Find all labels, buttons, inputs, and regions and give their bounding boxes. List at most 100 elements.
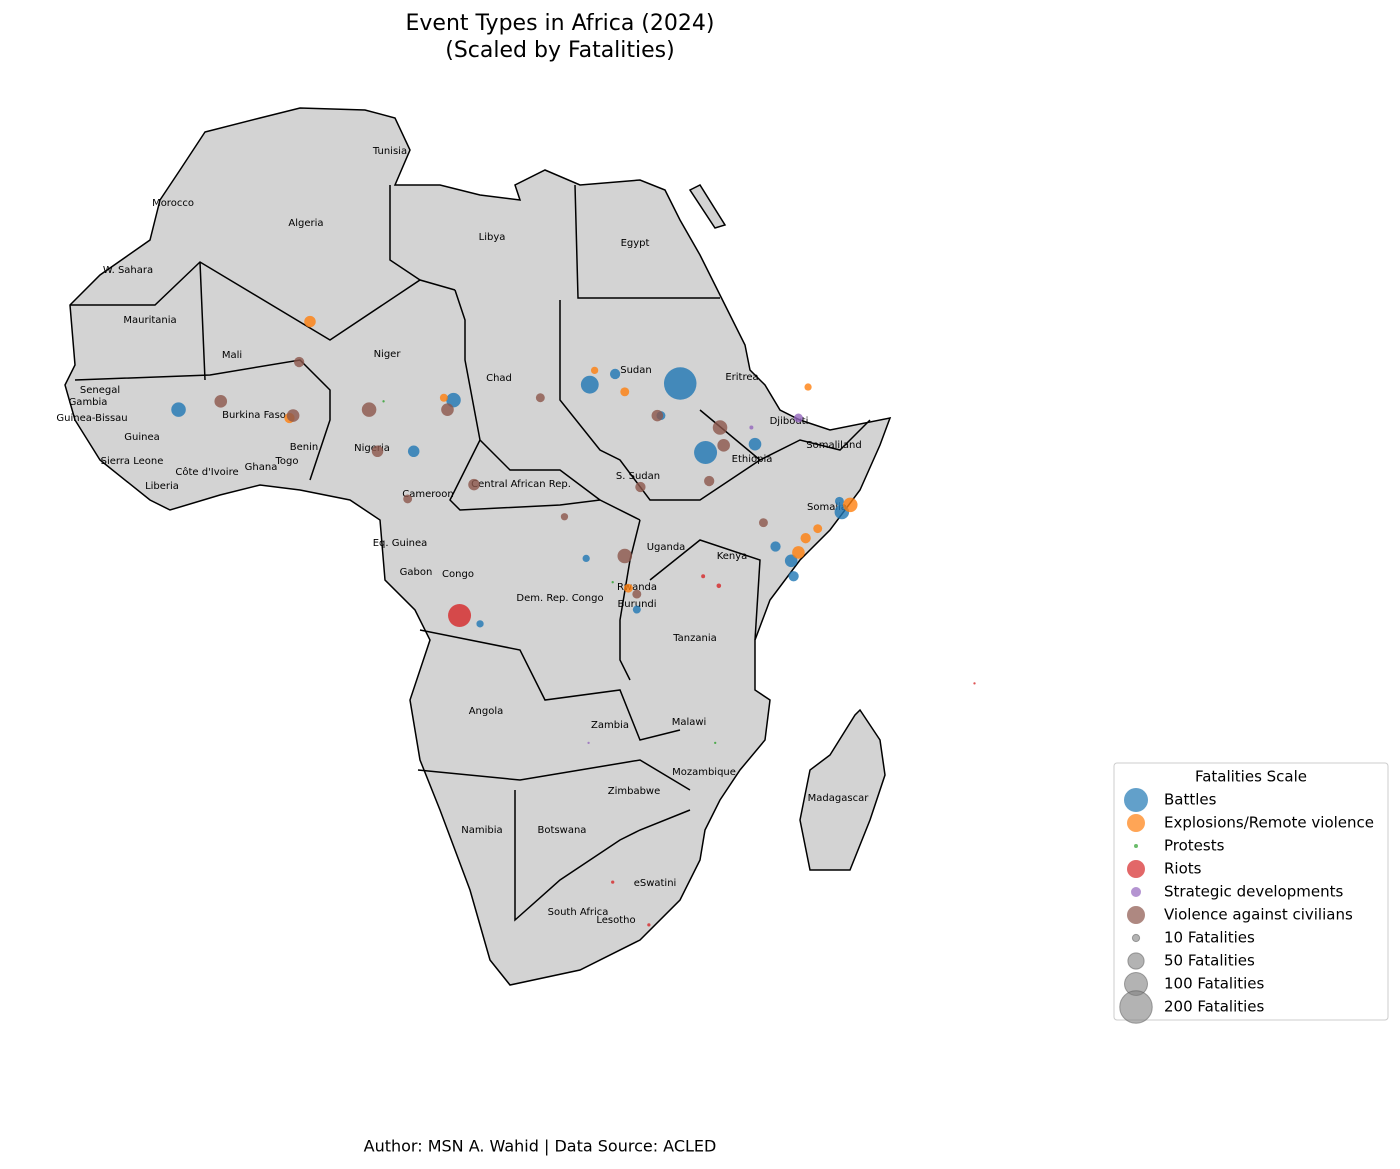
event-bubble [403, 494, 413, 504]
event-bubble [609, 368, 621, 380]
event-bubble [623, 583, 633, 593]
country-label: Tunisia [372, 146, 407, 157]
country-label: Rwanda [617, 582, 657, 593]
legend-box [1113, 762, 1389, 1021]
country-label: Tanzania [672, 633, 717, 644]
event-bubble [635, 481, 646, 493]
country-label: Namibia [461, 825, 502, 836]
country-label: Nigeria [354, 443, 390, 454]
size-legend-label: 10 Fatalities [1164, 929, 1255, 947]
country-label: Sierra Leone [101, 456, 164, 467]
border [649, 539, 761, 641]
size-legend-circle [1127, 952, 1145, 970]
event-bubble [800, 533, 811, 544]
legend-label: Protests [1164, 837, 1225, 855]
country-label: Sudan [620, 365, 652, 376]
event-bubble [611, 880, 615, 884]
border [417, 759, 691, 791]
event-bubble [663, 367, 697, 400]
legend-label: Strategic developments [1164, 883, 1344, 901]
country-label: Egypt [621, 238, 650, 249]
event-bubble [701, 574, 706, 579]
event-bubble [441, 403, 454, 416]
legend-swatch [1124, 788, 1148, 812]
size-legend-label: 50 Fatalities [1164, 952, 1255, 970]
event-bubble [286, 409, 300, 422]
country-label: Zambia [591, 720, 629, 731]
event-bubble [582, 554, 590, 563]
country-label: Togo [275, 456, 299, 467]
event-bubble [382, 400, 385, 403]
country-label: Uganda [647, 542, 686, 553]
country-label: Mali [222, 350, 242, 361]
event-bubble [788, 571, 799, 582]
event-bubble [712, 420, 728, 435]
border [70, 261, 456, 341]
event-bubble [476, 620, 484, 628]
country-label: Morocco [152, 198, 194, 209]
country-label: Benin [290, 442, 318, 453]
country-label: South Africa [548, 907, 609, 918]
country-label: Malawi [672, 717, 707, 728]
madagascar-outline [799, 708, 886, 871]
africa-outline [64, 107, 892, 986]
legend-label: Battles [1164, 791, 1217, 809]
event-bubble [293, 356, 305, 368]
land [64, 107, 892, 986]
event-bubble [784, 554, 798, 568]
event-bubble [647, 923, 651, 927]
legend-label: Violence against civilians [1164, 906, 1353, 924]
country-label: Madagascar [808, 793, 870, 804]
size-legend-label: 100 Fatalities [1164, 975, 1265, 993]
event-bubble [793, 413, 803, 423]
legend-swatch [1134, 844, 1138, 848]
title-line-2: (Scaled by Fatalities) [445, 38, 674, 63]
legend-title: Fatalities Scale [1195, 768, 1307, 786]
legend-swatch [1127, 906, 1145, 924]
country-label: Chad [486, 373, 512, 384]
event-bubble [770, 541, 781, 552]
event-bubble [651, 409, 664, 422]
country-label: Lesotho [596, 915, 635, 926]
event-bubble [704, 475, 715, 487]
country-label: Somalia [807, 502, 847, 513]
event-bubble [632, 605, 641, 614]
size-legend-circle [1119, 990, 1153, 1024]
border [574, 184, 720, 299]
size-legend-label: 200 Fatalities [1164, 998, 1265, 1016]
country-label: W. Sahara [103, 265, 153, 276]
country-label: Gambia [69, 397, 108, 408]
country-label: Mozambique [672, 767, 736, 778]
event-bubble [560, 513, 569, 521]
border [74, 359, 331, 481]
event-bubble [716, 583, 722, 589]
event-bubble [611, 581, 614, 584]
event-bubble [792, 546, 805, 559]
event-bubble [617, 548, 633, 564]
border [389, 185, 421, 281]
event-bubble [749, 425, 754, 430]
event-bubble [587, 741, 590, 744]
event-bubble [758, 518, 768, 528]
event-bubble [590, 366, 599, 375]
event-bubble [748, 437, 762, 451]
country-label: Côte d'Ivoire [175, 466, 238, 478]
event-bubble [535, 393, 545, 403]
country-label: Botswana [538, 825, 587, 836]
event-bubble [834, 496, 844, 506]
legend-label: Explosions/Remote violence [1164, 814, 1374, 832]
title-line-1: Event Types in Africa (2024) [406, 11, 715, 36]
country-label: Central African Rep. [471, 479, 571, 490]
country-label: Guinea-Bissau [56, 413, 127, 424]
country-label: Burkina Faso [222, 410, 286, 421]
country-label: Guinea [124, 432, 159, 443]
country-label: eSwatini [634, 878, 677, 889]
footer: Author: MSN A. Wahid | Data Source: ACLE… [364, 1137, 717, 1156]
country-label: Niger [374, 349, 402, 360]
event-bubble [813, 524, 823, 534]
event-bubble [446, 392, 461, 408]
event-bubble [580, 375, 599, 394]
country-label: Libya [479, 232, 506, 243]
country-label: Somaliland [806, 440, 861, 451]
country-label: Senegal [80, 385, 120, 396]
